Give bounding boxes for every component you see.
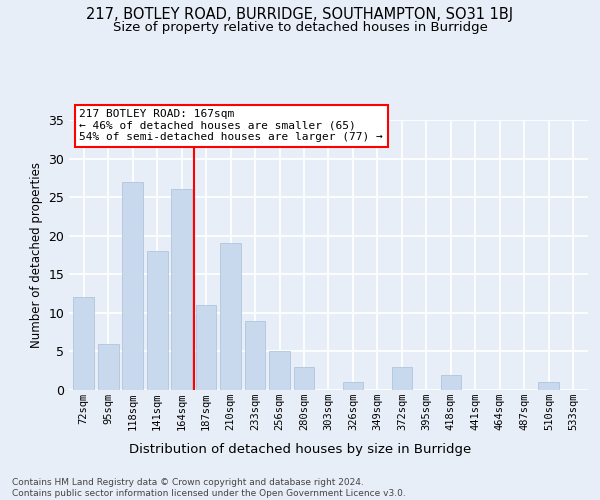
Bar (220, 244, 241, 390)
Bar (269, 352, 290, 390)
Text: Size of property relative to detached houses in Burridge: Size of property relative to detached ho… (113, 21, 487, 34)
Text: 217 BOTLEY ROAD: 167sqm
← 46% of detached houses are smaller (65)
54% of semi-de: 217 BOTLEY ROAD: 167sqm ← 46% of detache… (79, 109, 383, 142)
Bar (392, 367, 412, 390)
Text: 217, BOTLEY ROAD, BURRIDGE, SOUTHAMPTON, SO31 1BJ: 217, BOTLEY ROAD, BURRIDGE, SOUTHAMPTON,… (86, 8, 514, 22)
Bar (245, 320, 265, 390)
Bar (171, 190, 192, 390)
Bar (538, 382, 559, 390)
Bar (122, 182, 143, 390)
Text: Distribution of detached houses by size in Burridge: Distribution of detached houses by size … (129, 442, 471, 456)
Bar (293, 367, 314, 390)
Bar (98, 344, 119, 390)
Y-axis label: Number of detached properties: Number of detached properties (30, 162, 43, 348)
Bar (73, 298, 94, 390)
Bar (196, 305, 217, 390)
Text: Contains HM Land Registry data © Crown copyright and database right 2024.
Contai: Contains HM Land Registry data © Crown c… (12, 478, 406, 498)
Bar (147, 251, 167, 390)
Bar (343, 382, 364, 390)
Bar (440, 374, 461, 390)
